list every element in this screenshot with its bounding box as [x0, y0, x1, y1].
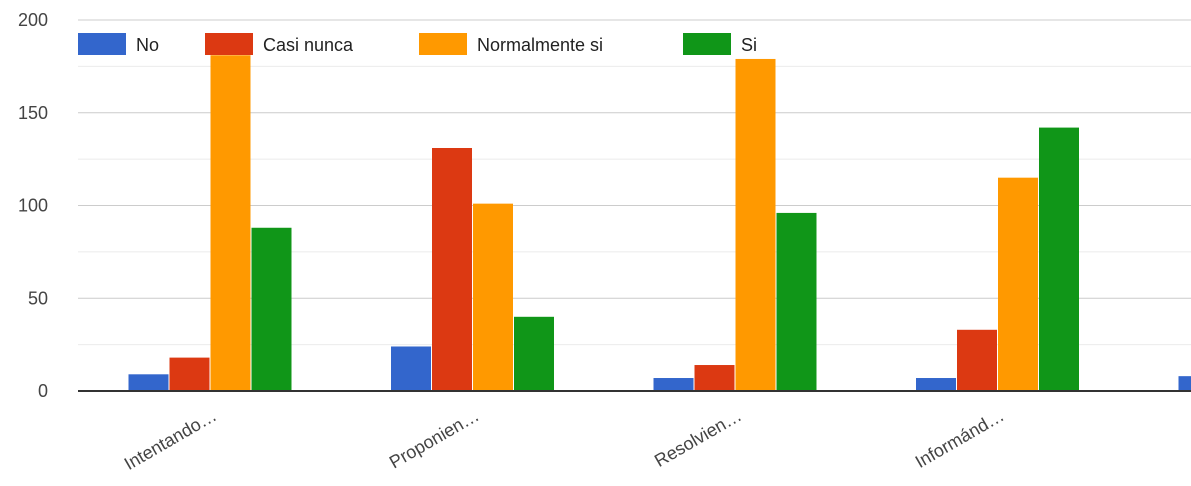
bar [432, 147, 472, 391]
bar [210, 55, 251, 392]
x-tick-label: Informánd… [912, 405, 1008, 472]
bars [128, 55, 1191, 392]
bar [473, 203, 513, 391]
y-tick-label: 150 [18, 103, 48, 123]
bar [776, 212, 817, 391]
y-tick-label: 100 [18, 196, 48, 216]
x-axis: Intentando… Proponien… Resolvien… Informánd… [121, 405, 1008, 474]
legend-label: Casi nunca [263, 35, 354, 55]
bar [1039, 127, 1079, 391]
legend: No Casi nunca Normalmente si Si [78, 33, 757, 55]
legend-swatch [683, 33, 731, 55]
y-axis: 0 50 100 150 200 [18, 10, 48, 401]
bar [251, 227, 292, 391]
legend-label: No [136, 35, 159, 55]
x-tick-label: Proponien… [386, 405, 483, 472]
legend-swatch [78, 33, 126, 55]
y-tick-label: 50 [28, 288, 48, 308]
legend-swatch [205, 33, 253, 55]
bar [735, 58, 776, 392]
bar [916, 378, 956, 391]
bar [998, 177, 1038, 391]
bar [1178, 376, 1191, 391]
x-tick-label: Resolvien… [651, 405, 745, 471]
legend-swatch [419, 33, 467, 55]
bar [653, 378, 694, 391]
legend-label: Normalmente si [477, 35, 603, 55]
bar [957, 329, 997, 391]
y-tick-label: 0 [38, 381, 48, 401]
x-tick-label: Intentando… [121, 405, 220, 474]
bar [169, 357, 210, 391]
bar [514, 316, 554, 391]
y-tick-label: 200 [18, 10, 48, 30]
bar [391, 346, 431, 391]
bar [128, 374, 169, 391]
legend-label: Si [741, 35, 757, 55]
bar [694, 365, 735, 391]
